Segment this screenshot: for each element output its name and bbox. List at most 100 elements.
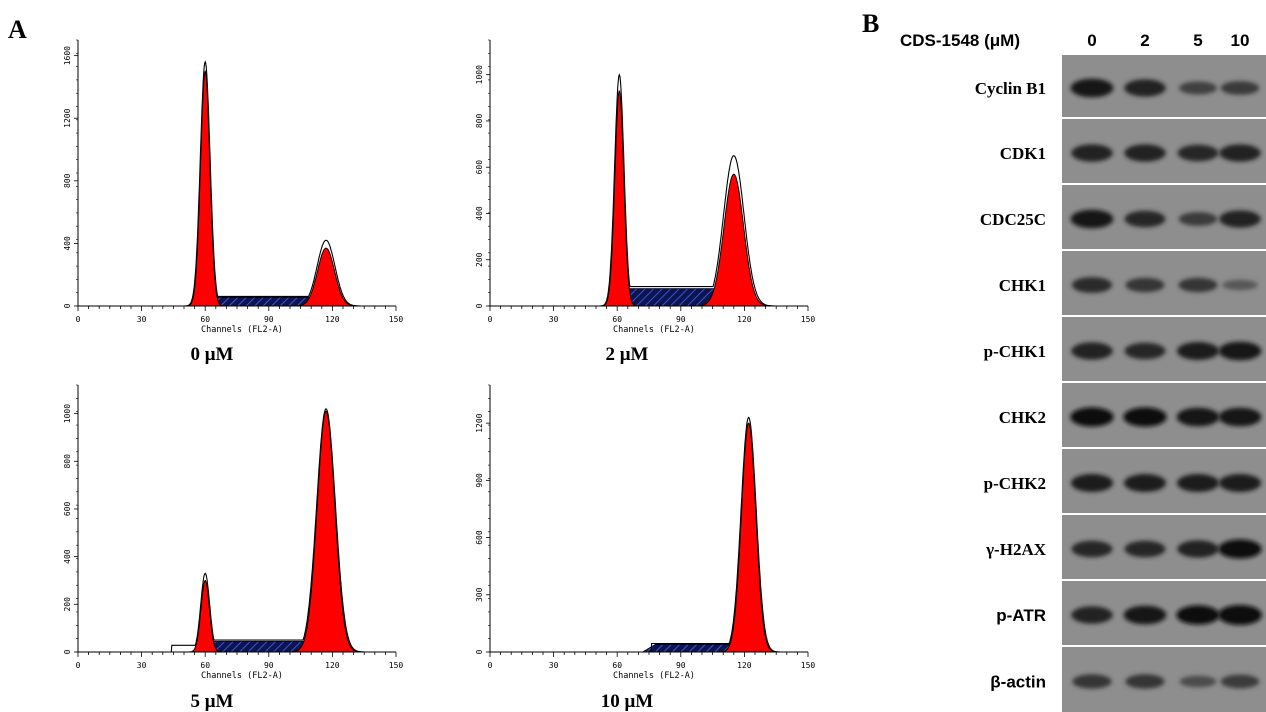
y-tick-label: 800: [63, 173, 72, 188]
condition-label: 2 μM: [606, 344, 649, 365]
y-tick-label: 0: [63, 303, 72, 308]
blot-band: [1125, 277, 1165, 293]
blot-band: [1178, 277, 1218, 293]
s-phase-area: [195, 297, 332, 307]
x-tick-label: 150: [389, 315, 404, 324]
y-tick-label: 1000: [63, 404, 72, 423]
y-tick-label: 300: [475, 587, 484, 602]
y-tick-label: 0: [475, 649, 484, 654]
blot-band: [1071, 606, 1113, 624]
blot-band: [1070, 209, 1114, 229]
histogram-2: 0 30 60 90 120 150 Channels (FL2-A) 0 200 400 600 8…: [475, 39, 816, 365]
histogram-1: 0 30 60 90 120 150 Channels (FL2-A) 0 400 800 1200…: [63, 39, 404, 365]
panel-a-letter: A: [8, 15, 27, 44]
x-tick-label: 120: [737, 661, 752, 670]
x-tick-label: 60: [200, 315, 210, 324]
blot-band: [1218, 605, 1262, 625]
x-tick-label: 30: [549, 315, 559, 324]
blot-band: [1218, 407, 1262, 427]
y-tick-label: 800: [63, 454, 72, 469]
x-tick-label: 60: [612, 661, 622, 670]
blot-row: β-actin: [990, 647, 1266, 712]
x-tick-label: 120: [325, 661, 340, 670]
blot-band: [1218, 539, 1262, 559]
x-tick-label: 120: [737, 315, 752, 324]
blot-band: [1123, 407, 1167, 427]
data-envelope-line: [574, 73, 787, 307]
blot-row: p-ATR: [996, 581, 1266, 645]
blot-band: [1218, 341, 1262, 361]
y-tick-label: 400: [63, 549, 72, 564]
x-axis-title: Channels (FL2-A): [201, 325, 283, 335]
y-tick-label: 0: [475, 303, 484, 308]
blot-band: [1071, 277, 1113, 293]
y-tick-label: 1200: [63, 108, 72, 127]
x-tick-label: 150: [801, 315, 816, 324]
blot-band: [1071, 540, 1113, 558]
y-tick-label: 200: [63, 597, 72, 612]
blot-row: CHK1: [999, 251, 1266, 315]
blot-band: [1123, 605, 1167, 625]
blot-band: [1222, 279, 1258, 291]
y-tick-label: 800: [475, 114, 484, 129]
blot-band: [1176, 474, 1220, 492]
blot-band: [1176, 342, 1220, 360]
x-tick-label: 90: [264, 661, 274, 670]
x-tick-label: 30: [137, 315, 147, 324]
data-envelope-line: [162, 60, 375, 307]
dose-label: 5: [1193, 31, 1202, 50]
y-tick-label: 1200: [475, 413, 484, 432]
blot-band: [1071, 342, 1113, 360]
blot-band: [1176, 407, 1220, 427]
s-phase-area: [195, 640, 326, 653]
g2m-peak: [718, 422, 779, 653]
x-tick-label: 90: [264, 315, 274, 324]
blot-band: [1124, 210, 1166, 228]
blot-band: [1124, 144, 1166, 162]
panel-b-western-blots: Cyclin B1 CDK1 CDC25C CHK1 p-CHK1 CHK2 p-CHK2 γ…: [975, 55, 1266, 712]
blot-row: CDK1: [1000, 119, 1266, 183]
condition-label: 0 μM: [191, 344, 234, 365]
blot-protein-label: β-actin: [990, 673, 1046, 692]
g1-peak: [185, 69, 225, 307]
blot-band: [1179, 675, 1217, 688]
blot-band: [1072, 674, 1112, 689]
x-tick-label: 90: [676, 661, 686, 670]
x-tick-label: 120: [325, 315, 340, 324]
x-tick-label: 150: [801, 661, 816, 670]
g1-peak: [187, 580, 223, 653]
x-axis-title: Channels (FL2-A): [613, 325, 695, 335]
blot-protein-label: p-CHK2: [984, 474, 1046, 493]
blot-row: CDC25C: [980, 185, 1266, 249]
blot-band: [1070, 78, 1114, 98]
blot-band: [1071, 144, 1113, 162]
blot-band: [1179, 81, 1217, 95]
dose-label: 0: [1087, 31, 1096, 50]
blot-band: [1177, 144, 1219, 162]
g2m-peak: [692, 173, 775, 307]
panel-b-letter: B: [862, 9, 879, 38]
treatment-label: CDS-1548 (μM): [900, 31, 1020, 50]
blot-band: [1219, 210, 1261, 228]
histogram-3: 0 30 60 90 120 150 Channels (FL2-A) 0 200 400 600 8…: [63, 384, 403, 712]
blot-band: [1124, 540, 1166, 558]
blot-band: [1124, 342, 1166, 360]
histogram-4: 0 30 60 90 120 150 Channels (FL2-A) 0 300 600 900 1…: [475, 384, 816, 712]
blot-protein-label: CHK1: [999, 276, 1046, 295]
blot-row: p-CHK1: [984, 317, 1266, 381]
x-tick-label: 0: [76, 661, 81, 670]
condition-label: 5 μM: [191, 691, 234, 712]
blot-band: [1124, 79, 1166, 97]
blot-protein-label: γ-H2AX: [985, 540, 1047, 559]
blot-row: γ-H2AX: [985, 515, 1266, 579]
blot-band: [1218, 474, 1262, 492]
blot-band: [1070, 407, 1114, 427]
y-tick-label: 1600: [63, 46, 72, 65]
blot-band: [1125, 674, 1165, 689]
x-tick-label: 60: [612, 315, 622, 324]
blot-row: Cyclin B1: [975, 55, 1266, 117]
x-tick-label: 30: [137, 661, 147, 670]
x-tick-label: 0: [488, 315, 493, 324]
blot-band: [1123, 474, 1167, 492]
